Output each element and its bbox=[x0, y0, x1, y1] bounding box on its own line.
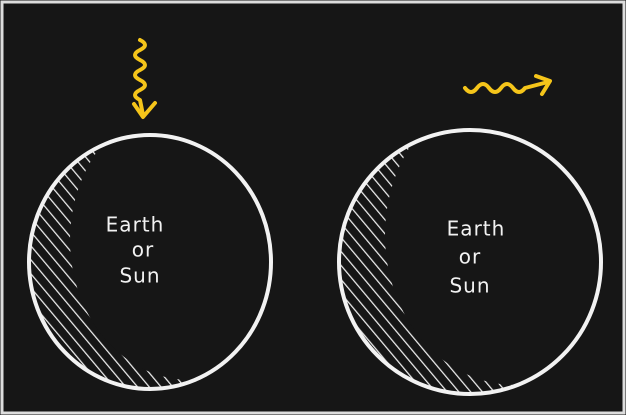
body-label: Earth bbox=[106, 213, 165, 237]
chalkboard: Earth or Sun Earth or Sun bbox=[0, 0, 626, 415]
body-label: or bbox=[132, 238, 154, 262]
body-label: Sun bbox=[449, 274, 490, 298]
body-label: or bbox=[459, 245, 481, 269]
page: Earth or Sun Earth or Sun (() => { const… bbox=[0, 0, 626, 415]
body-label: Sun bbox=[119, 264, 160, 288]
body-label: Earth bbox=[447, 217, 506, 241]
